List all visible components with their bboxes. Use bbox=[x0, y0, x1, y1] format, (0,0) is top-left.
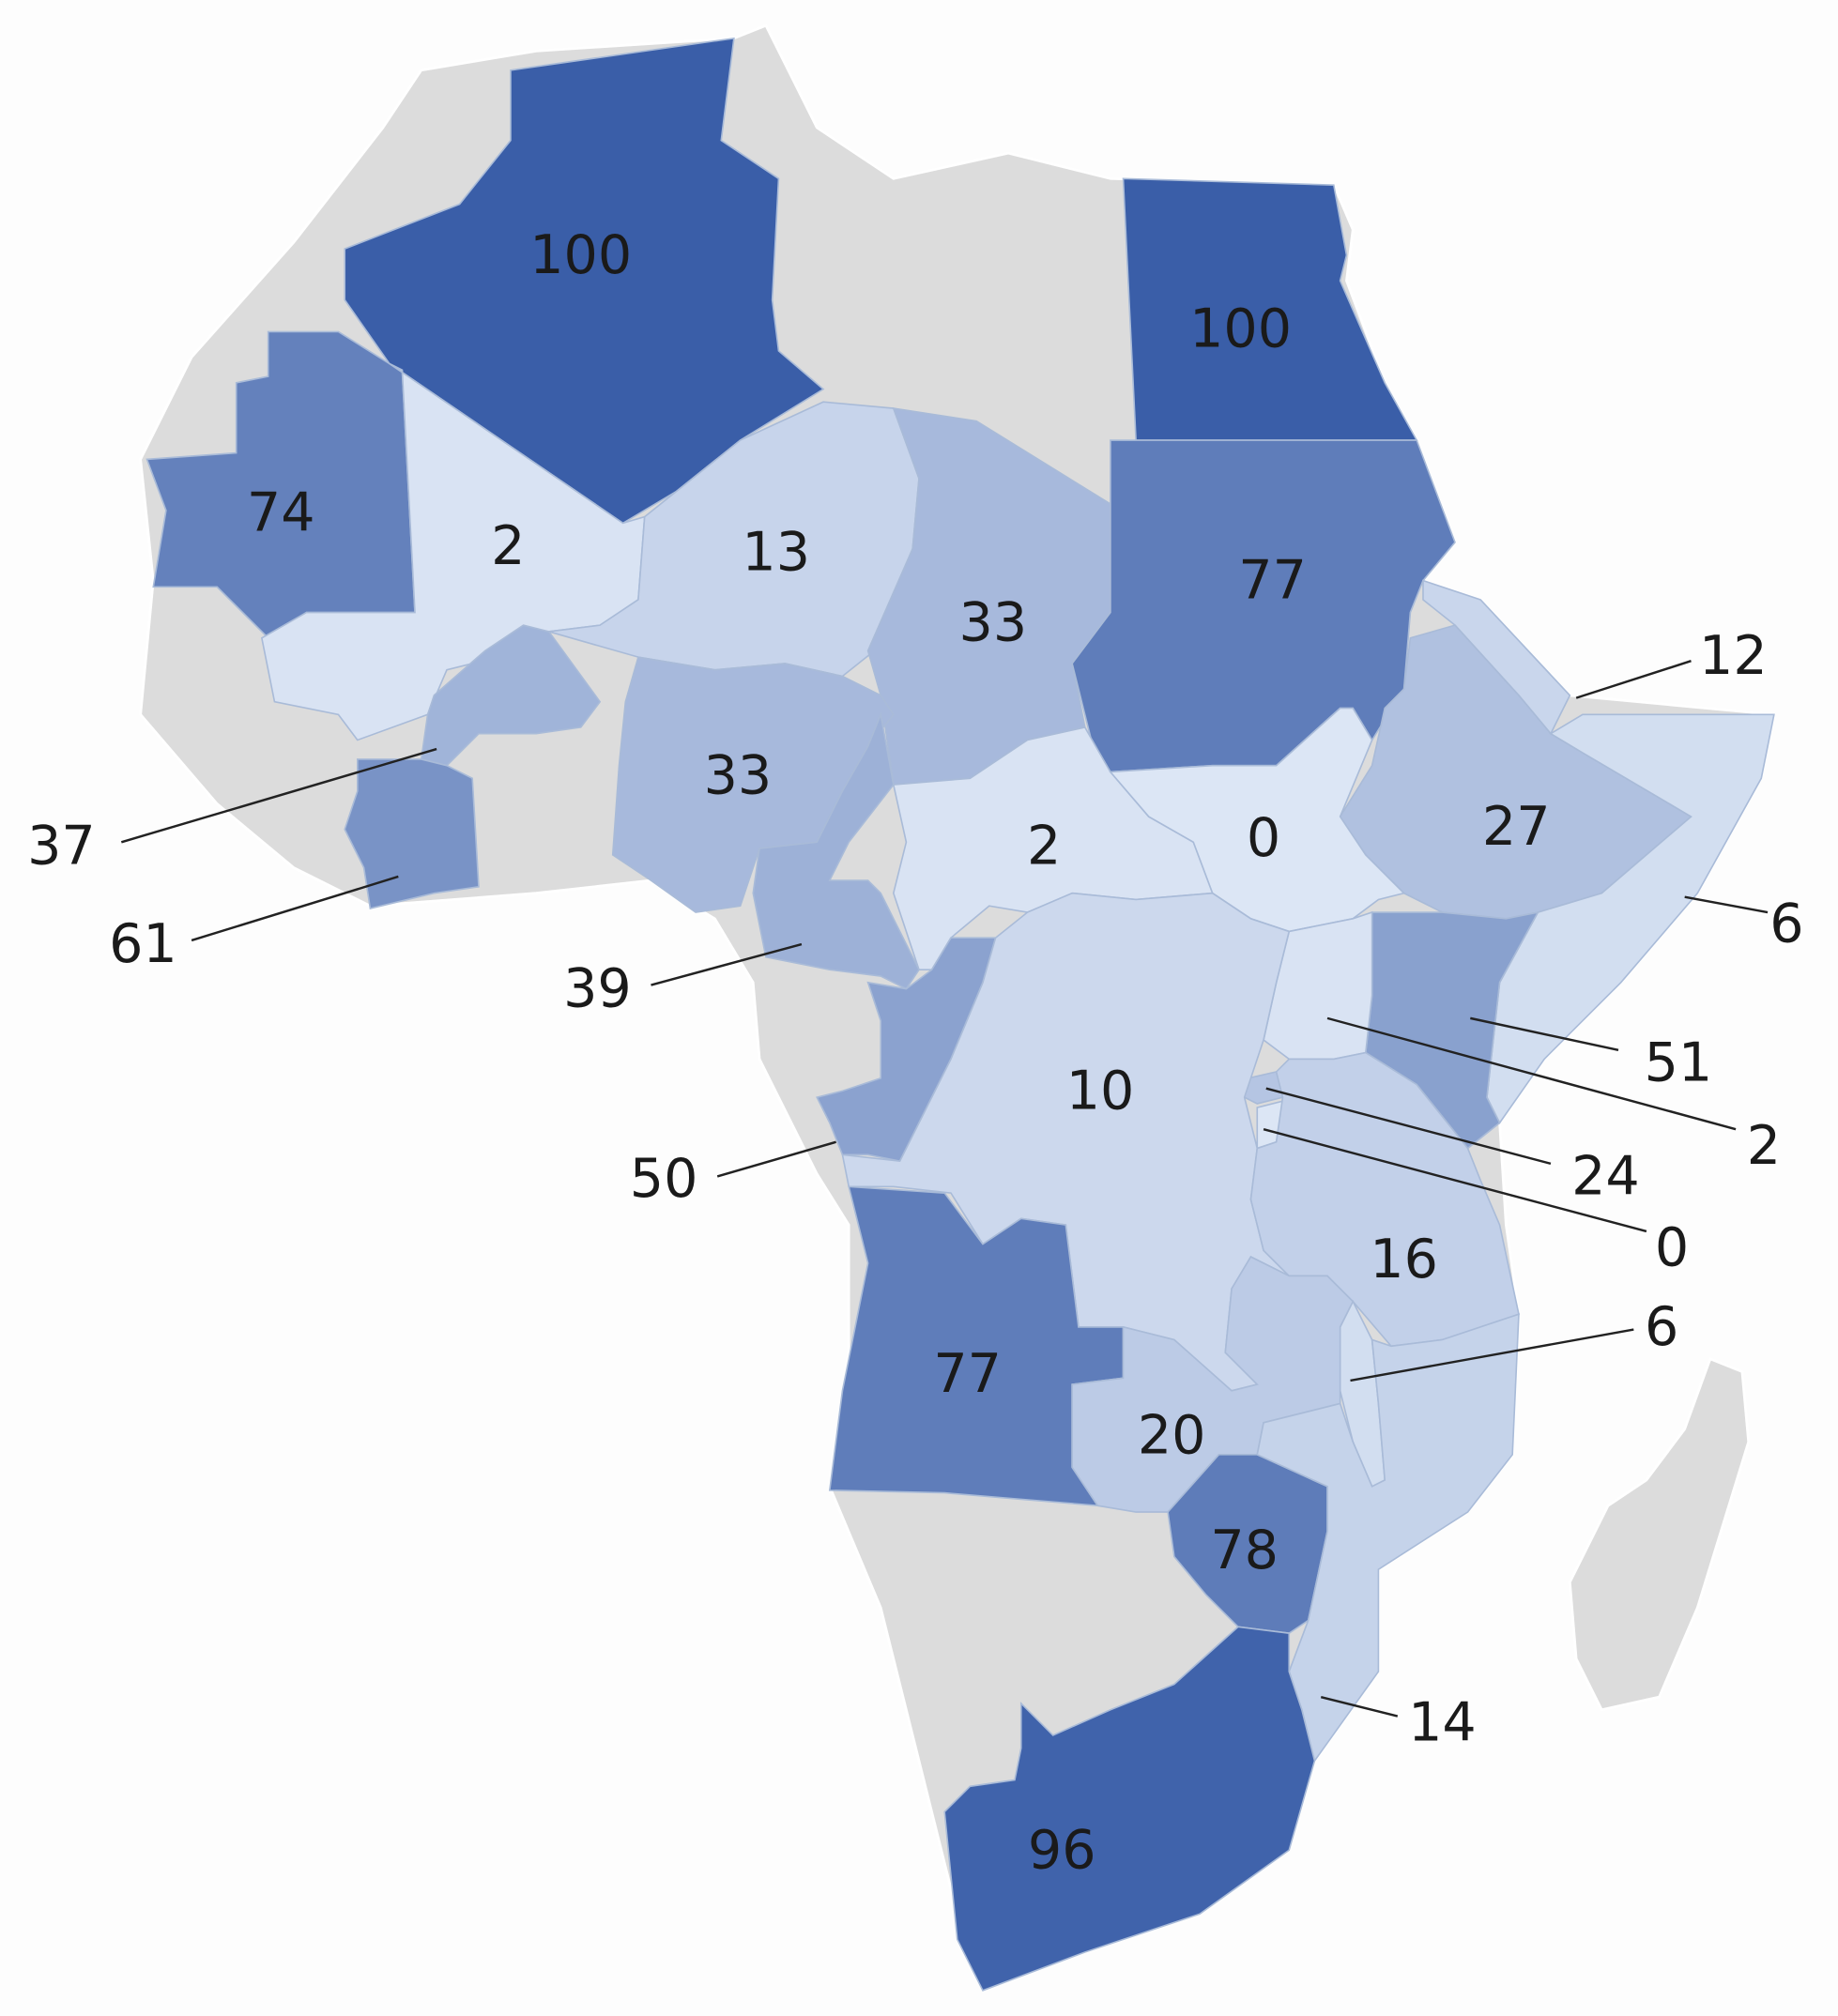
leader-line bbox=[1320, 1695, 1399, 1718]
value-label: 6 bbox=[1769, 893, 1803, 955]
value-label: 96 bbox=[1028, 1819, 1096, 1881]
value-label: 6 bbox=[1645, 1296, 1678, 1358]
value-label: 50 bbox=[630, 1148, 698, 1210]
region bbox=[1071, 1256, 1355, 1513]
madagascar bbox=[1568, 1357, 1751, 1712]
value-label: 77 bbox=[933, 1343, 1002, 1405]
value-label: 37 bbox=[27, 815, 96, 877]
value-label: 100 bbox=[1189, 298, 1292, 360]
leader-line bbox=[1684, 895, 1769, 914]
value-label: 2 bbox=[1747, 1115, 1781, 1177]
region bbox=[420, 624, 602, 767]
value-label: 78 bbox=[1210, 1520, 1279, 1581]
region bbox=[943, 1626, 1316, 1992]
value-label: 100 bbox=[529, 224, 632, 286]
value-label: 10 bbox=[1066, 1060, 1135, 1122]
leader-line bbox=[1350, 1328, 1634, 1382]
regions bbox=[146, 37, 1775, 1992]
value-label: 39 bbox=[563, 958, 632, 1020]
leader-line bbox=[120, 747, 437, 844]
value-label: 77 bbox=[1238, 550, 1307, 612]
value-label: 24 bbox=[1571, 1145, 1640, 1207]
value-label: 61 bbox=[109, 913, 177, 975]
leader-line bbox=[1326, 1016, 1737, 1131]
leader-line bbox=[651, 942, 803, 986]
region bbox=[752, 711, 920, 990]
leader-line bbox=[1263, 1127, 1647, 1233]
value-label: 2 bbox=[1027, 815, 1061, 877]
leader-line bbox=[716, 1140, 836, 1178]
leader-line bbox=[1575, 660, 1692, 699]
region bbox=[1249, 1051, 1520, 1348]
leader-line bbox=[1470, 1016, 1619, 1052]
value-label: 33 bbox=[959, 591, 1028, 653]
leader-line bbox=[1265, 1087, 1552, 1166]
value-label: 27 bbox=[1482, 796, 1551, 858]
value-label: 33 bbox=[704, 745, 773, 807]
value-label: 13 bbox=[742, 522, 810, 584]
value-label: 74 bbox=[247, 482, 315, 544]
value-label: 0 bbox=[1655, 1217, 1689, 1279]
value-label: 51 bbox=[1645, 1031, 1713, 1093]
value-label: 0 bbox=[1247, 807, 1280, 869]
leader-line bbox=[191, 875, 399, 942]
region bbox=[344, 758, 480, 909]
region bbox=[1109, 707, 1406, 933]
value-label: 14 bbox=[1408, 1691, 1477, 1753]
value-label: 2 bbox=[491, 515, 525, 577]
value-label: 12 bbox=[1699, 625, 1768, 687]
value-label: 20 bbox=[1138, 1404, 1206, 1466]
region bbox=[1256, 1313, 1520, 1764]
value-label: 16 bbox=[1370, 1229, 1438, 1291]
